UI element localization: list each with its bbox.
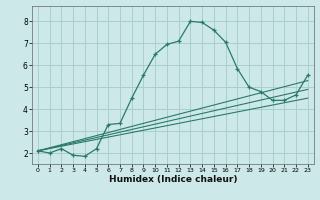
X-axis label: Humidex (Indice chaleur): Humidex (Indice chaleur) (108, 175, 237, 184)
